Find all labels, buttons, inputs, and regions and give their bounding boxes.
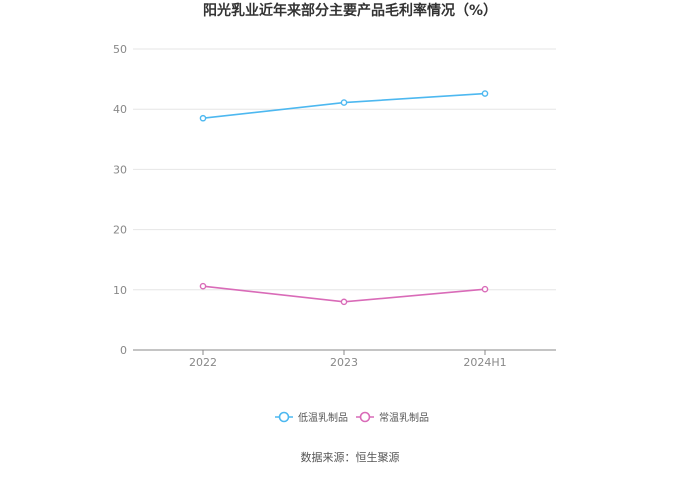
y-tick-label: 10 bbox=[113, 284, 127, 297]
series-layer bbox=[199, 90, 489, 306]
legend-label: 常温乳制品 bbox=[379, 411, 429, 424]
x-tick-label: 2024H1 bbox=[463, 356, 506, 369]
axis-layer: 0 10 20 30 40 50 2022 2023 2024H1 bbox=[113, 43, 556, 369]
y-tick-label: 20 bbox=[113, 224, 127, 237]
y-tick-label: 30 bbox=[113, 163, 127, 176]
legend-swatch-marker bbox=[359, 411, 371, 423]
grid-layer bbox=[133, 48, 556, 291]
chart-title: 阳光乳业近年来部分主要产品毛利率情况（%） bbox=[203, 2, 497, 19]
legend: 低温乳制品 常温乳制品 bbox=[275, 411, 429, 424]
data-point bbox=[199, 114, 207, 122]
data-point bbox=[481, 285, 489, 293]
x-tick-label: 2022 bbox=[189, 356, 217, 369]
legend-swatch-marker bbox=[278, 411, 290, 423]
data-point bbox=[199, 282, 207, 290]
y-tick-label: 0 bbox=[120, 344, 127, 357]
data-point bbox=[481, 90, 489, 97]
data-point bbox=[340, 99, 348, 106]
y-tick-label: 40 bbox=[113, 103, 127, 116]
series-line-1 bbox=[202, 92, 486, 120]
data-point bbox=[340, 298, 348, 306]
legend-label: 低温乳制品 bbox=[298, 411, 348, 424]
data-source-note: 数据来源：恒生聚源 bbox=[301, 450, 400, 464]
x-tick-label: 2023 bbox=[330, 356, 358, 369]
y-tick-label: 50 bbox=[113, 43, 127, 56]
